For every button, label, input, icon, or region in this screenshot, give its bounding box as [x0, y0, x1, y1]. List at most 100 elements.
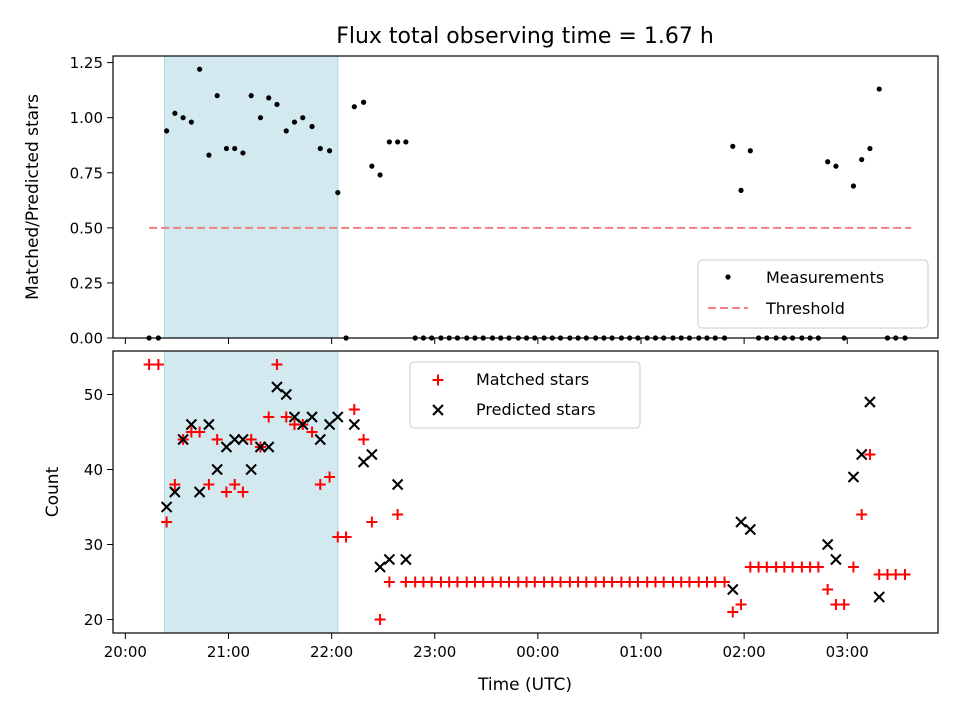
- y-tick-label: 1.25: [70, 54, 103, 72]
- data-point: [254, 441, 267, 453]
- data-point: [188, 119, 194, 125]
- data-point: [203, 479, 215, 490]
- data-point: [348, 404, 360, 415]
- data-point: [291, 119, 298, 125]
- data-point: [761, 561, 773, 573]
- data-point: [833, 163, 839, 169]
- data-point: [214, 93, 220, 99]
- data-point: [351, 104, 357, 110]
- data-point: [177, 433, 189, 446]
- data-point: [400, 553, 412, 566]
- data-point: [228, 433, 241, 446]
- legend-measurements-label: Measurements: [766, 268, 884, 287]
- data-point: [211, 434, 223, 445]
- x-tick-label: 20:00: [104, 643, 147, 661]
- data-point: [271, 381, 283, 393]
- data-point: [850, 183, 857, 189]
- data-point: [580, 576, 592, 588]
- data-point: [161, 516, 173, 528]
- y-tick-label: 0.50: [70, 219, 103, 237]
- data-point: [185, 418, 198, 431]
- data-point: [856, 509, 868, 520]
- data-point: [719, 576, 731, 588]
- bottom-axes: 20 30 40 50 20:00 21:00 22:00 23:00 00:00 01:00 0…: [43, 350, 939, 695]
- data-point: [194, 426, 206, 438]
- bottom-x-ticks: 20:00 21:00 22:00 23:00 00:00 01:00 02:00 03:00: [104, 633, 869, 661]
- data-point: [847, 471, 860, 483]
- legend-predicted-marker: [432, 404, 444, 416]
- data-point: [314, 479, 326, 490]
- data-point: [503, 576, 515, 588]
- data-point: [164, 128, 170, 134]
- data-point: [340, 531, 352, 543]
- x-tick-label: 02:00: [723, 643, 766, 661]
- data-point: [197, 66, 203, 72]
- data-point: [172, 110, 178, 116]
- data-point: [324, 471, 336, 483]
- data-point: [825, 159, 831, 165]
- data-point: [683, 576, 695, 588]
- data-point: [727, 606, 739, 618]
- data-point: [727, 583, 739, 596]
- y-tick-label: 20: [84, 611, 103, 629]
- x-tick-label: 03:00: [826, 643, 869, 661]
- data-point: [360, 99, 367, 105]
- y-tick-label: 0.25: [70, 274, 103, 292]
- data-point: [240, 150, 246, 156]
- top-axes-frame: [112, 55, 939, 339]
- bottom-plot-area: [143, 350, 911, 634]
- data-point: [890, 569, 902, 580]
- data-point: [855, 448, 868, 461]
- data-point: [383, 576, 395, 588]
- data-point: [403, 139, 409, 145]
- data-point: [257, 115, 264, 121]
- data-point: [477, 576, 489, 588]
- data-point: [306, 411, 318, 423]
- bottom-legend: Matched stars Predicted stars: [409, 361, 641, 429]
- data-point: [744, 523, 757, 536]
- data-point: [366, 516, 378, 528]
- data-point: [266, 95, 272, 101]
- shaded-observing-window: [164, 55, 339, 339]
- data-point: [169, 486, 181, 498]
- data-point: [867, 145, 873, 152]
- data-point: [747, 148, 753, 154]
- bottom-axes-frame: [112, 350, 939, 634]
- x-tick-label: 22:00: [310, 643, 353, 661]
- data-point: [206, 152, 212, 158]
- data-point: [859, 156, 865, 163]
- data-point: [203, 418, 215, 431]
- data-point: [822, 584, 834, 595]
- data-point: [391, 478, 404, 491]
- data-point: [335, 189, 341, 196]
- legend-matched-marker: [432, 374, 444, 386]
- data-point: [309, 123, 315, 130]
- data-point: [160, 501, 173, 513]
- data-point: [812, 561, 824, 573]
- data-point: [152, 359, 164, 370]
- data-point: [358, 434, 370, 445]
- data-point: [899, 569, 911, 580]
- data-point: [332, 411, 344, 423]
- shaded-observing-window: [164, 350, 339, 634]
- data-point: [317, 145, 323, 152]
- data-point: [787, 561, 799, 573]
- y-tick-label: 30: [84, 536, 103, 554]
- top-y-axis-label: Matched/Predicted stars: [23, 94, 43, 300]
- legend-box: [697, 259, 929, 329]
- data-point: [283, 128, 289, 134]
- data-point: [876, 86, 882, 92]
- data-point: [426, 576, 438, 588]
- data-point: [864, 396, 876, 408]
- data-point: [873, 591, 885, 603]
- data-point: [306, 426, 318, 438]
- data-point: [169, 479, 181, 490]
- data-point: [374, 614, 386, 625]
- y-tick-label: 0.00: [70, 330, 103, 348]
- data-point: [300, 115, 306, 121]
- data-point: [237, 433, 249, 446]
- data-point: [847, 561, 859, 573]
- data-point: [392, 509, 404, 520]
- data-point: [143, 359, 155, 370]
